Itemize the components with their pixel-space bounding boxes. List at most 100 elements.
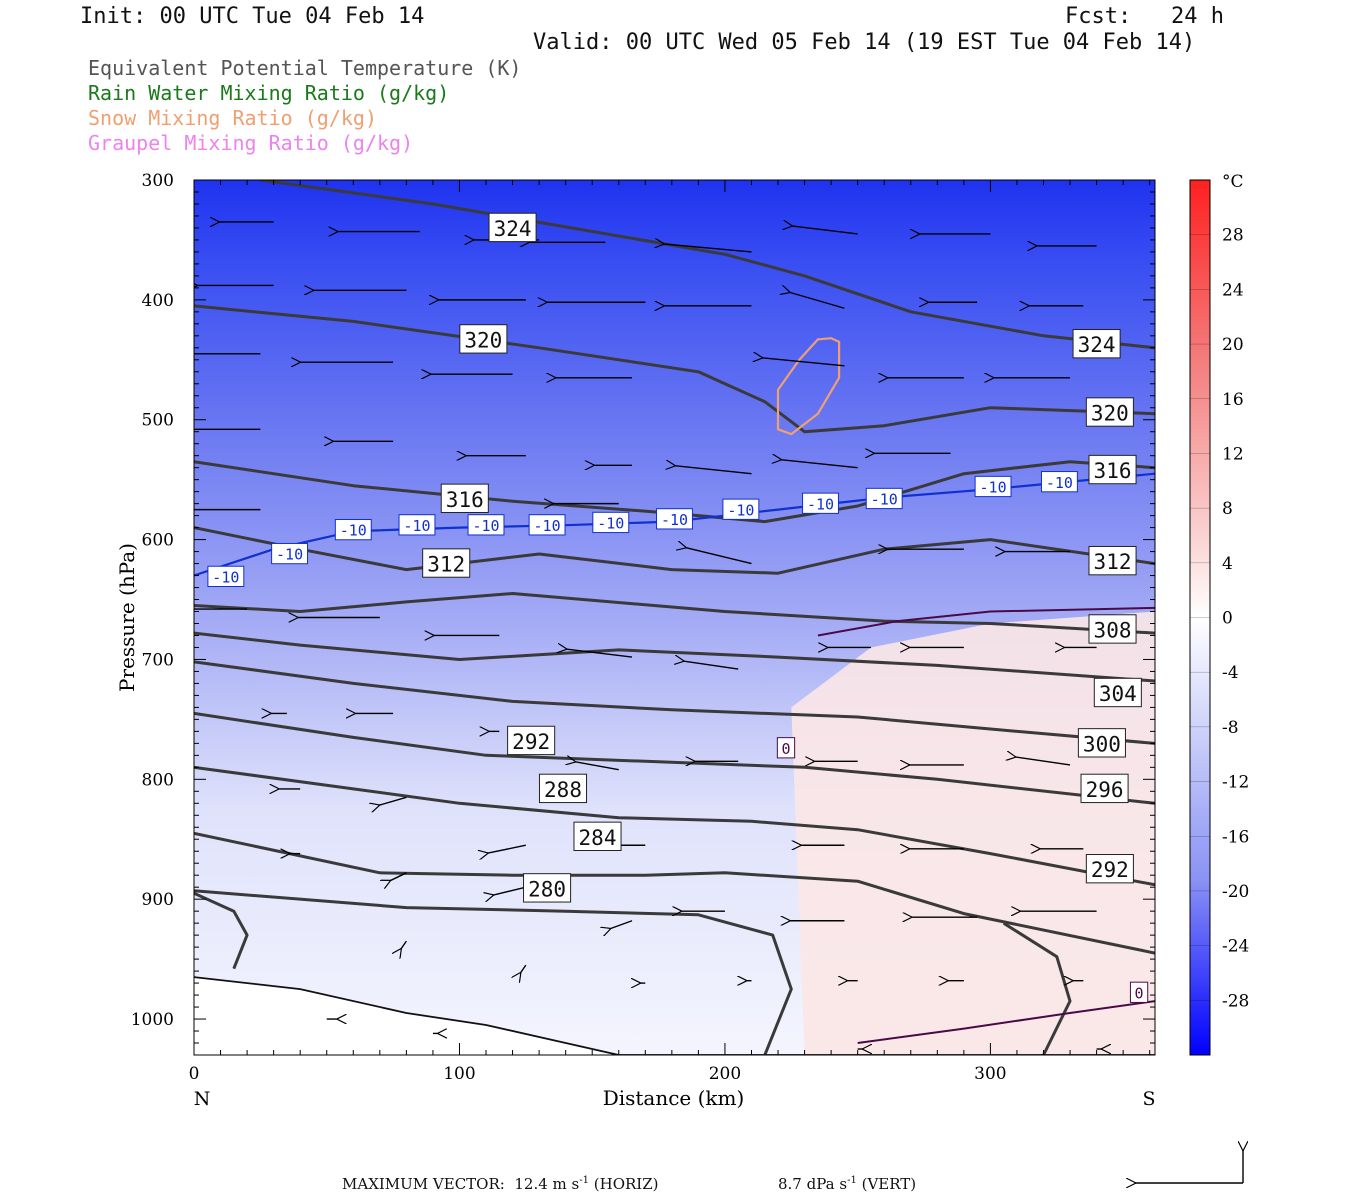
theta-e-label-300: 300 [1077, 728, 1126, 758]
isotherm-minus10-label: -10 [271, 542, 309, 565]
contour-label-text: -10 [871, 491, 898, 509]
snow-contour [776, 337, 841, 436]
endpoint-south: S [1142, 1088, 1155, 1110]
theta-e-contour-320 [194, 304, 1155, 434]
colorbar-label: 4 [1222, 554, 1233, 574]
isotherm-minus10-label: -10 [722, 498, 760, 520]
colorbar-label: -16 [1222, 827, 1249, 847]
theta-e-label-312: 312 [1088, 545, 1137, 576]
wind-vector [566, 649, 633, 658]
isotherm-minus10-label: -10 [1040, 471, 1078, 493]
wind-vector [390, 872, 407, 881]
y-tick-label: 900 [142, 890, 174, 910]
x-tick-label: 0 [189, 1064, 200, 1084]
isotherm-zero-lower [857, 1000, 1155, 1044]
colorbar-label: 24 [1222, 280, 1244, 300]
colorbar-label: -20 [1222, 882, 1249, 902]
valid-time: Valid: 00 UTC Wed 05 Feb 14 (19 EST Tue … [533, 30, 1196, 55]
x-axis-label: Distance (km) [603, 1086, 745, 1110]
wind-vector [401, 940, 407, 949]
contour-label-text: -10 [212, 568, 239, 586]
wind-vector [789, 292, 845, 309]
wind-vector [762, 358, 845, 367]
contour-label-text: 312 [1094, 550, 1132, 574]
max-vector-label: MAXIMUM VECTOR: 12.4 m s-1 (HORIZ) [342, 1175, 659, 1193]
wind-vector [493, 886, 527, 895]
field-graupel: Graupel Mixing Ratio (g/kg) [88, 131, 414, 155]
theta-e-label-316: 316 [1088, 454, 1137, 485]
contour-label-text: -10 [472, 517, 499, 535]
contour-label-text: 304 [1099, 682, 1137, 706]
contour-label-text: -10 [534, 517, 561, 535]
theta-e-label-288: 288 [538, 773, 588, 804]
contour-label-text: -10 [980, 479, 1007, 497]
contour-label-text: 324 [1078, 333, 1116, 357]
colorbar-bar [1189, 179, 1211, 1056]
y-tick-label: 1000 [131, 1010, 174, 1030]
theta-e-label-308: 308 [1088, 614, 1137, 644]
theta-e-contour-280 [194, 891, 249, 970]
contour-label-text: -10 [597, 515, 624, 533]
colorbar-label: -28 [1222, 991, 1249, 1011]
isotherm-zero-label: 0 [1129, 981, 1149, 1003]
y-tick-label: 400 [142, 291, 174, 311]
colorbar-label: 0 [1222, 609, 1233, 629]
theta-e-contour-308 [194, 592, 1155, 635]
contour-label-text: 308 [1094, 618, 1132, 642]
theta-e-label-292: 292 [1085, 854, 1134, 884]
y-tick-label: 800 [142, 770, 174, 790]
plot-frame [193, 179, 1156, 1056]
contour-label-text: 316 [1094, 459, 1132, 483]
wind-vector [685, 548, 752, 565]
theta-e-label-316: 316 [440, 483, 489, 513]
isotherm-minus10-label: -10 [207, 565, 245, 587]
colorbar-label: 8 [1222, 499, 1233, 519]
isotherm-zero-upper [817, 606, 1155, 637]
colorbar-label: 20 [1222, 335, 1244, 355]
contour-label-text: -10 [727, 501, 754, 519]
colorbar-label: -12 [1222, 773, 1249, 793]
colorbar-label: -24 [1222, 937, 1249, 957]
contour-label-text: -10 [276, 546, 303, 564]
theta-e-contour-324 [260, 180, 1155, 350]
contour-label-text: 300 [1083, 732, 1121, 756]
colorbar-label: 28 [1222, 226, 1244, 246]
colorbar-label: 16 [1222, 390, 1244, 410]
theta-e-contour-296 [194, 711, 1155, 805]
wind-vector [1015, 757, 1071, 766]
isotherm-minus10-label: -10 [398, 514, 436, 536]
isotherm-minus10-label: -10 [802, 492, 839, 514]
isotherm-minus10-label: -10 [528, 514, 566, 536]
theta-e-label-296: 296 [1080, 773, 1129, 804]
wind-vector [575, 762, 619, 771]
theta-e-label-304: 304 [1093, 677, 1142, 708]
x-tick-label: 100 [443, 1064, 475, 1084]
endpoint-north: N [194, 1088, 211, 1110]
contour-label-text: 292 [512, 730, 550, 754]
contour-label-text: -10 [1046, 474, 1073, 492]
vert-vector-label: 8.7 dPa s-1 (VERT) [778, 1175, 917, 1193]
colorbar-label: -8 [1222, 718, 1239, 738]
field-theta-e: Equivalent Potential Temperature (K) [88, 56, 522, 80]
isotherm-minus10-label: -10 [974, 475, 1012, 498]
contour-label-text: 0 [781, 740, 790, 758]
contour-label-text: 288 [544, 778, 582, 802]
wind-vector [792, 226, 858, 235]
contour-label-text: 296 [1086, 778, 1124, 802]
y-axis-label: Pressure (hPa) [115, 543, 139, 692]
theta-e-label-324: 324 [1072, 329, 1121, 359]
contour-label-text: 280 [528, 877, 566, 901]
reference-vector [1135, 1150, 1243, 1183]
wind-vector [379, 796, 407, 805]
theta-e-contour-300 [194, 660, 1155, 745]
warm-region [791, 611, 1155, 1055]
y-tick-label: 500 [142, 411, 174, 431]
theta-e-contour-316 [194, 460, 1155, 524]
field-snow: Snow Mixing Ratio (g/kg) [88, 106, 377, 130]
theta-e-contour-312 [194, 526, 1155, 575]
terrain-line [194, 976, 1155, 1055]
contour-label-text: -10 [340, 522, 367, 540]
theta-e-label-280: 280 [523, 873, 572, 903]
field-rain: Rain Water Mixing Ratio (g/kg) [88, 81, 450, 105]
